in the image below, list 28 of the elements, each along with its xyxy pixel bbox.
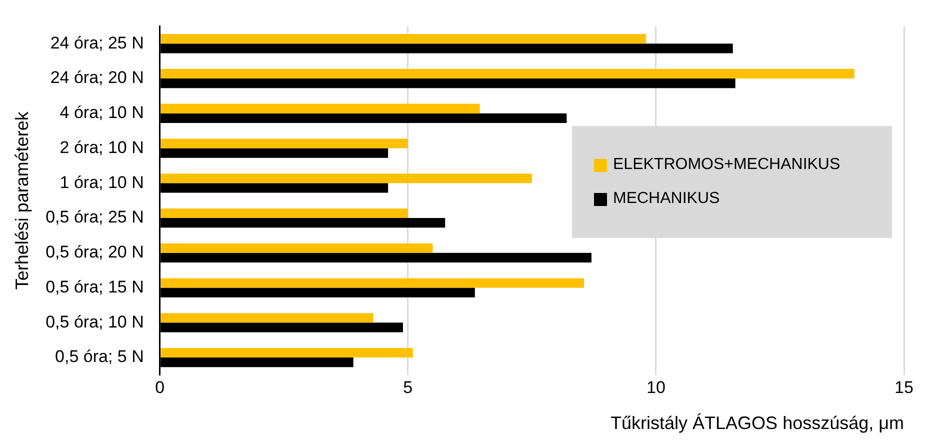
bar: [160, 138, 408, 148]
y-tick-label: 0,5 óra; 20 N: [46, 242, 144, 262]
bar: [160, 313, 374, 323]
y-tick-label: 0,5 óra; 25 N: [46, 208, 144, 227]
bar: [160, 348, 413, 358]
legend-label: ELEKTROMOS+MECHANIKUS: [613, 156, 840, 174]
x-tick-label: 10: [646, 378, 666, 397]
y-axis-title: Terhelési paraméterek: [12, 110, 32, 290]
bar: [160, 208, 408, 218]
x-tick-label: 15: [894, 378, 914, 397]
y-tick-label: 24 óra; 20 N: [50, 68, 144, 88]
bar: [160, 174, 532, 184]
y-tick-label: 0,5 óra; 5 N: [55, 347, 144, 366]
y-tick-label: 0,5 óra; 10 N: [46, 312, 144, 332]
bar: [160, 68, 854, 79]
bar: [160, 34, 646, 44]
y-tick-label: 2 óra; 10 N: [60, 138, 144, 157]
y-tick-label: 0,5 óra; 15 N: [46, 277, 144, 296]
bar: [160, 243, 433, 253]
y-tick-label: 1 óra; 10 N: [60, 172, 144, 192]
y-tick-label: 24 óra; 25 N: [50, 33, 144, 52]
bar: [160, 104, 480, 114]
bar: [160, 278, 584, 288]
y-tick-label: 4 óra; 10 N: [60, 103, 144, 122]
x-tick-label: 5: [403, 378, 413, 397]
legend-label: MECHANIKUS: [613, 190, 720, 208]
x-tick-label: 0: [155, 378, 165, 397]
x-axis-title: Tűkristály ÁTLAGOS hosszúság, μm: [610, 413, 904, 434]
